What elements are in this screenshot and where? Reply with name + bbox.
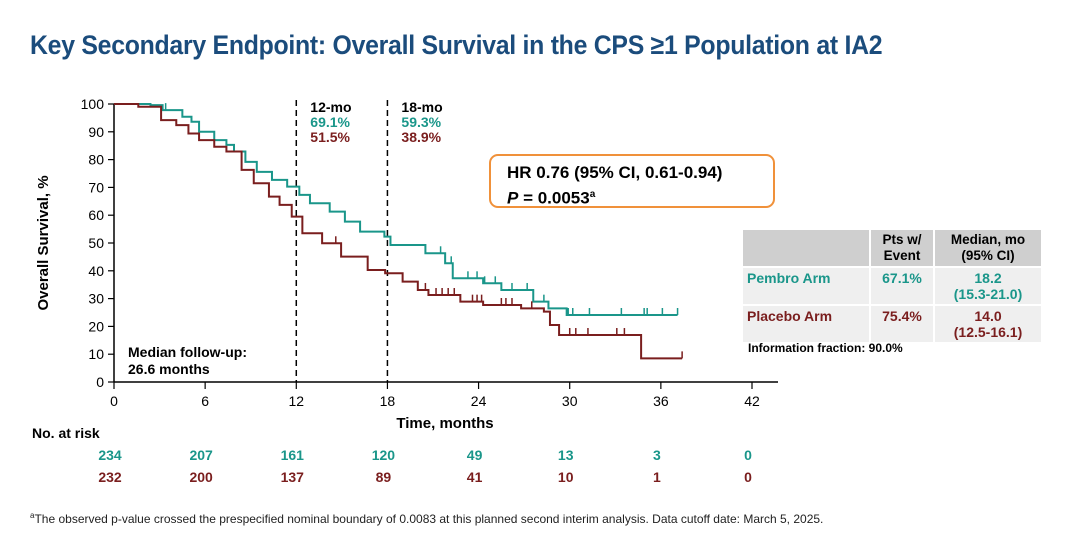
p-footnote-marker: a (589, 189, 596, 200)
risk-placebo-count: 10 (558, 469, 574, 485)
summary-table: Pts w/ Event Median, mo (95% CI) Pembro … (741, 228, 1043, 344)
km-curve-pembro (114, 103, 678, 317)
x-tick-label: 12 (288, 393, 304, 409)
x-tick-label: 18 (380, 393, 396, 409)
risk-placebo-count: 0 (744, 469, 752, 485)
median-ci: (15.3-21.0) (953, 286, 1023, 302)
y-tick-label: 40 (88, 263, 104, 279)
x-tick-label: 42 (744, 393, 760, 409)
median-value: 18.2 (974, 270, 1002, 286)
footnote-marker: a (30, 511, 35, 520)
header-cell (743, 230, 869, 266)
y-tick-label: 50 (88, 235, 104, 251)
landmark-pembro-value: 69.1% (310, 114, 350, 130)
table-header-row: Pts w/ Event Median, mo (95% CI) (743, 230, 1041, 266)
table-row: Pembro Arm 67.1% 18.2 (15.3-21.0) (743, 268, 1041, 304)
header-cell: Pts w/ Event (871, 230, 933, 266)
risk-placebo-count: 137 (281, 469, 305, 485)
risk-placebo-count: 1 (653, 469, 661, 485)
risk-placebo-count: 232 (98, 469, 122, 485)
landmark-placebo-value: 51.5% (310, 129, 350, 145)
y-tick-label: 60 (88, 207, 104, 223)
median-cell: 18.2 (15.3-21.0) (935, 268, 1041, 304)
p-label: P (507, 188, 519, 208)
table-row: Placebo Arm 75.4% 14.0 (12.5-16.1) (743, 306, 1041, 342)
y-tick-label: 10 (88, 346, 104, 362)
risk-pembro-count: 207 (189, 447, 213, 463)
landmark-label: 12-mo (310, 99, 351, 115)
median-ci: (12.5-16.1) (953, 324, 1023, 340)
risk-pembro-count: 161 (281, 447, 305, 463)
y-axis-label: Overall Survival, % (35, 175, 52, 310)
arm-cell: Placebo Arm (743, 306, 869, 342)
km-curve-placebo (114, 103, 683, 360)
hr-text: HR 0.76 (95% CI, 0.61-0.94) (507, 163, 723, 182)
x-axis-label: Time, months (396, 415, 493, 432)
landmark-pembro-value: 59.3% (401, 114, 441, 130)
risk-pembro-count: 3 (653, 447, 661, 463)
x-tick-label: 0 (110, 393, 118, 409)
y-tick-label: 20 (88, 318, 104, 334)
landmark-label: 18-mo (401, 99, 442, 115)
risk-placebo-count: 89 (376, 469, 392, 485)
y-tick-label: 100 (81, 96, 105, 112)
x-tick-label: 6 (201, 393, 209, 409)
x-tick-label: 30 (562, 393, 578, 409)
x-tick-label: 24 (471, 393, 487, 409)
events-cell: 67.1% (871, 268, 933, 304)
landmark-placebo-value: 38.9% (401, 129, 441, 145)
hazard-ratio-box: HR 0.76 (95% CI, 0.61-0.94) P = 0.0053a (489, 154, 775, 208)
risk-pembro-count: 234 (98, 447, 122, 463)
p-value: = 0.0053 (518, 188, 590, 208)
risk-pembro-count: 13 (558, 447, 574, 463)
risk-placebo-count: 41 (467, 469, 483, 485)
median-follow-up-value: 26.6 months (128, 361, 210, 377)
page-title: Key Secondary Endpoint: Overall Survival… (30, 30, 883, 60)
y-tick-label: 0 (96, 374, 104, 390)
events-cell: 75.4% (871, 306, 933, 342)
risk-table-label: No. at risk (32, 425, 100, 441)
y-tick-label: 80 (88, 152, 104, 168)
footnote-text: The observed p-value crossed the prespec… (34, 512, 824, 526)
median-follow-up-label: Median follow-up: (128, 344, 247, 360)
footnote: aThe observed p-value crossed the prespe… (30, 511, 823, 526)
information-fraction: Information fraction: 90.0% (748, 341, 903, 355)
median-cell: 14.0 (12.5-16.1) (935, 306, 1041, 342)
risk-pembro-count: 120 (372, 447, 396, 463)
header-cell: Median, mo (95% CI) (935, 230, 1041, 266)
risk-placebo-count: 200 (189, 469, 213, 485)
median-value: 14.0 (974, 308, 1002, 324)
risk-pembro-count: 0 (744, 447, 752, 463)
y-tick-label: 90 (88, 124, 104, 140)
y-tick-label: 70 (88, 179, 104, 195)
x-tick-label: 36 (653, 393, 669, 409)
arm-cell: Pembro Arm (743, 268, 869, 304)
y-tick-label: 30 (88, 291, 104, 307)
risk-pembro-count: 49 (467, 447, 483, 463)
p-value-text: P = 0.0053a (507, 184, 773, 210)
